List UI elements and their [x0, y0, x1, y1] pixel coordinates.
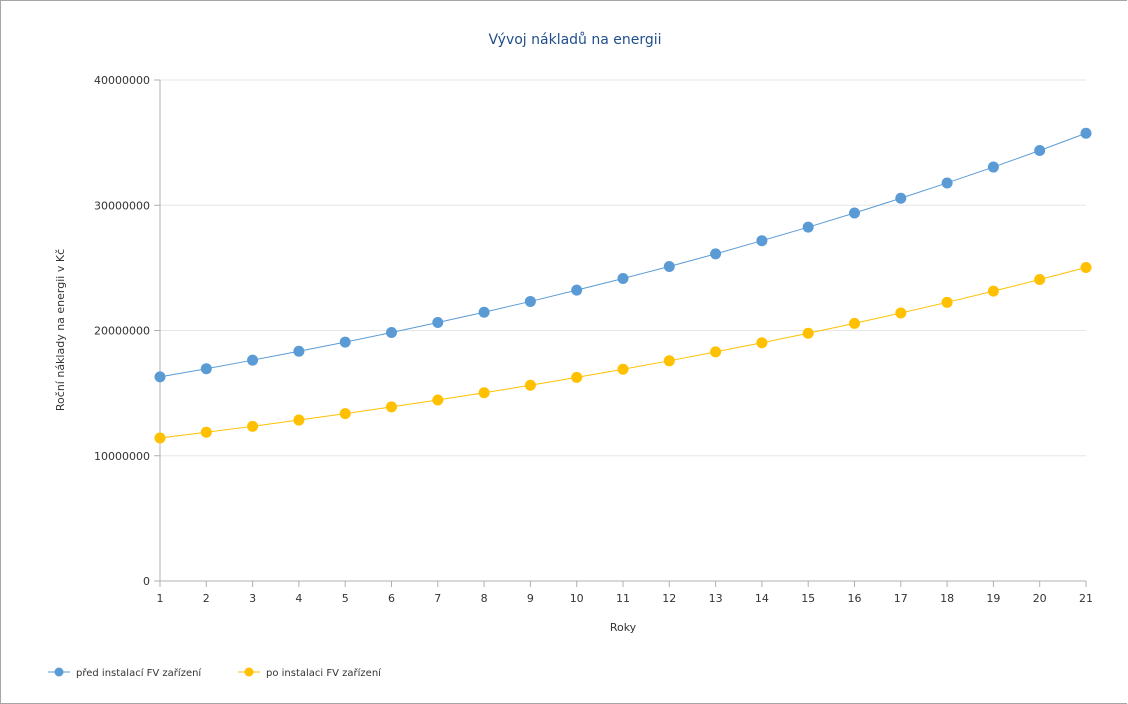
legend-label: po instalaci FV zařízení: [266, 667, 382, 679]
data-point[interactable]: [524, 295, 536, 307]
x-tick-label: 13: [709, 592, 723, 605]
y-tick-label: 30000000: [94, 199, 150, 212]
data-point[interactable]: [617, 363, 629, 375]
legend-marker: [54, 667, 64, 677]
data-point[interactable]: [339, 408, 351, 420]
legend-marker: [244, 667, 254, 677]
data-point[interactable]: [524, 379, 536, 391]
data-point[interactable]: [941, 177, 953, 189]
data-point[interactable]: [987, 285, 999, 297]
data-point[interactable]: [663, 355, 675, 367]
x-tick-label: 10: [570, 592, 584, 605]
data-point[interactable]: [1080, 127, 1092, 139]
data-point[interactable]: [200, 363, 212, 375]
x-tick-label: 14: [755, 592, 769, 605]
x-tick-label: 4: [295, 592, 302, 605]
x-tick-label: 6: [388, 592, 395, 605]
data-point[interactable]: [941, 296, 953, 308]
data-point[interactable]: [247, 354, 259, 366]
data-point[interactable]: [802, 327, 814, 339]
x-tick-label: 17: [894, 592, 908, 605]
data-point[interactable]: [849, 317, 860, 329]
data-point[interactable]: [571, 371, 583, 383]
data-point[interactable]: [1080, 261, 1092, 273]
x-tick-label: 9: [527, 592, 534, 605]
series-2: [154, 261, 1092, 444]
y-tick-labels: 0 10000000 20000000 30000000 40000000: [94, 74, 160, 588]
x-tick-label: 7: [434, 592, 441, 605]
data-point[interactable]: [154, 371, 166, 383]
series-layer: [154, 127, 1092, 444]
data-point[interactable]: [710, 346, 722, 358]
data-point[interactable]: [293, 414, 305, 426]
x-tick-label: 5: [342, 592, 349, 605]
legend-item-2[interactable]: po instalaci FV zařízení: [238, 667, 382, 679]
x-axis-label: Roky: [610, 621, 637, 634]
data-point[interactable]: [386, 401, 397, 413]
y-tick-label: 40000000: [94, 74, 150, 87]
data-point[interactable]: [247, 420, 259, 432]
data-point[interactable]: [478, 387, 490, 399]
data-point[interactable]: [1034, 145, 1046, 157]
data-point[interactable]: [802, 221, 814, 233]
data-point[interactable]: [478, 306, 490, 318]
legend-label: před instalací FV zařízení: [76, 667, 202, 679]
x-tick-label: 11: [616, 592, 630, 605]
y-axis-label: Roční náklady na energii v Kč: [54, 249, 67, 411]
series-1: [154, 127, 1092, 383]
data-point[interactable]: [386, 327, 397, 339]
x-tick-label: 20: [1033, 592, 1047, 605]
data-point[interactable]: [617, 273, 629, 285]
data-point[interactable]: [432, 316, 444, 328]
data-point[interactable]: [432, 394, 444, 406]
x-tick-label: 19: [986, 592, 1000, 605]
x-tick-label: 18: [940, 592, 954, 605]
data-point[interactable]: [663, 260, 675, 272]
x-tick-label: 21: [1079, 592, 1093, 605]
data-point[interactable]: [1034, 274, 1046, 286]
x-tick-labels: 1 2 3 4 5 6 7 8 9 10 11 12 13 14 15 16 17 18 19 20 21: [157, 581, 1093, 605]
y-tick-label: 20000000: [94, 325, 150, 338]
data-point[interactable]: [849, 207, 860, 219]
series-line: [159, 132, 1087, 378]
x-tick-label: 12: [662, 592, 676, 605]
x-tick-label: 16: [848, 592, 862, 605]
data-point[interactable]: [895, 307, 907, 319]
y-tick-label: 0: [143, 575, 150, 588]
x-tick-label: 3: [249, 592, 256, 605]
x-tick-label: 8: [481, 592, 488, 605]
gridlines: [160, 79, 1086, 457]
data-point[interactable]: [756, 337, 768, 349]
data-point[interactable]: [200, 426, 212, 438]
x-tick-label: 15: [801, 592, 815, 605]
x-tick-label: 2: [203, 592, 210, 605]
legend[interactable]: před instalací FV zařízení po instalaci F…: [48, 667, 382, 679]
data-point[interactable]: [987, 161, 999, 173]
legend-item-1[interactable]: před instalací FV zařízení: [48, 667, 202, 679]
data-point[interactable]: [293, 345, 305, 357]
chart-title: Vývoj nákladů na energii: [488, 32, 661, 48]
data-point[interactable]: [339, 336, 351, 348]
data-point[interactable]: [710, 248, 722, 260]
y-tick-label: 10000000: [94, 450, 150, 463]
data-point[interactable]: [756, 235, 768, 247]
data-point[interactable]: [895, 192, 907, 204]
data-point[interactable]: [154, 432, 166, 444]
x-tick-label: 1: [157, 592, 164, 605]
data-point[interactable]: [571, 284, 583, 296]
